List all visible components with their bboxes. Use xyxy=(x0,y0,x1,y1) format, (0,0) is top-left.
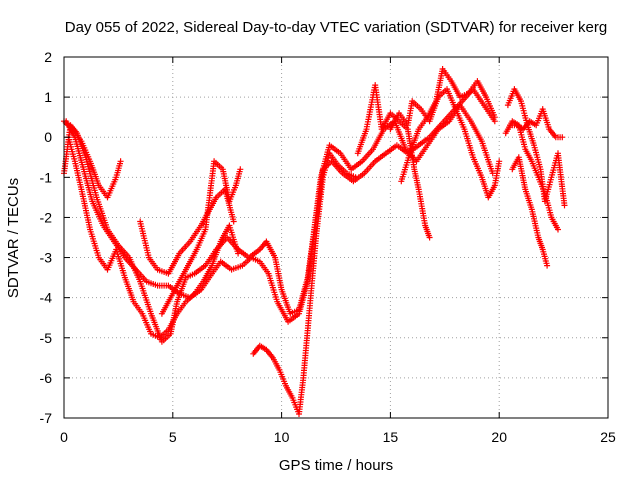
y-tick-label: -5 xyxy=(40,330,53,346)
data-point-markers xyxy=(354,82,433,241)
data-point-markers xyxy=(398,66,498,185)
y-tick-label: -4 xyxy=(40,290,53,306)
data-point-markers xyxy=(502,118,561,233)
x-tick-label: 10 xyxy=(274,429,290,445)
data-layer xyxy=(61,66,568,417)
series-track-10 xyxy=(387,86,503,201)
data-point-markers xyxy=(509,154,551,269)
y-tick-label: -2 xyxy=(40,209,53,225)
x-tick-label: 0 xyxy=(60,429,68,445)
y-tick-label: 1 xyxy=(44,89,52,105)
y-tick-label: 2 xyxy=(44,49,52,65)
x-tick-label: 25 xyxy=(600,429,616,445)
y-tick-label: -6 xyxy=(40,370,53,386)
chart-title: Day 055 of 2022, Sidereal Day-to-day VTE… xyxy=(65,19,607,36)
series-track-14 xyxy=(502,118,561,233)
y-tick-label: -7 xyxy=(40,410,53,426)
tick-layer: 0 5 10 15 20 25 -7 -6 -5 -4 -3 -2 -1 0 1 2 xyxy=(40,49,616,445)
x-tick-label: 15 xyxy=(383,429,399,445)
y-tick-label: 0 xyxy=(44,129,52,145)
x-axis-label: GPS time / hours xyxy=(279,457,393,474)
x-tick-label: 20 xyxy=(491,429,507,445)
series-track-9 xyxy=(398,66,498,185)
data-point-markers xyxy=(387,86,503,201)
y-tick-label: -1 xyxy=(40,169,53,185)
data-point-markers xyxy=(158,158,244,317)
series-track-7 xyxy=(250,150,359,417)
series-track-6 xyxy=(158,158,244,317)
series-track-8 xyxy=(354,82,433,241)
plot-frame xyxy=(63,56,609,419)
data-point-markers xyxy=(250,150,359,417)
y-axis-label: SDTVAR / TECUs xyxy=(5,178,22,298)
series-track-11 xyxy=(504,86,568,209)
x-tick-label: 5 xyxy=(169,429,177,445)
data-point-markers xyxy=(504,86,568,209)
y-tick-label: -3 xyxy=(40,250,53,266)
series-track-13 xyxy=(509,154,551,269)
